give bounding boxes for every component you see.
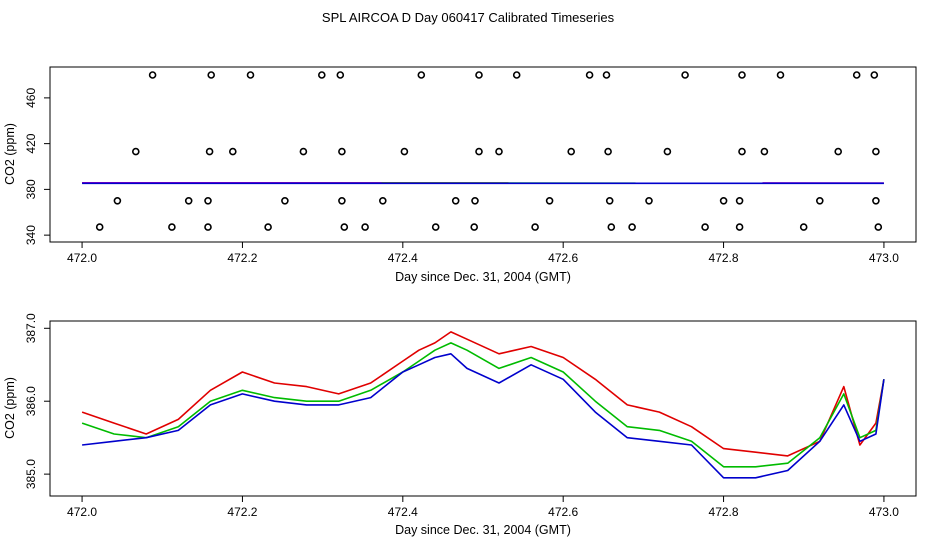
top-scatter-point bbox=[471, 197, 479, 205]
bottom-x-tick-label: 472.0 bbox=[67, 505, 97, 519]
top-scatter-point bbox=[776, 71, 785, 79]
top-scatter-point bbox=[585, 71, 594, 79]
top-panel: 472.0 472.2 472.4 472.6 472.8 473.0 340 380 420… bbox=[3, 66, 917, 284]
top-scatter-point bbox=[246, 71, 255, 79]
top-x-tick-label: 472.4 bbox=[388, 251, 418, 265]
top-scatter-point bbox=[205, 147, 214, 156]
bottom-series-lines bbox=[81, 331, 885, 479]
top-scatter-point bbox=[799, 223, 808, 231]
top-scatter-point bbox=[264, 223, 272, 231]
top-scatter-point bbox=[281, 197, 289, 205]
top-x-tick-label: 472.6 bbox=[548, 251, 578, 265]
top-scatter-point bbox=[475, 147, 483, 156]
top-scatter-point bbox=[719, 197, 728, 205]
bottom-x-tick-label: 472.4 bbox=[388, 505, 418, 519]
top-scatter-point bbox=[168, 223, 176, 231]
top-scatter-point bbox=[378, 197, 387, 205]
top-scatter-point bbox=[701, 223, 709, 231]
top-scatter-point bbox=[475, 71, 483, 79]
top-scatter-point bbox=[834, 147, 843, 156]
bottom-panel: 472.0 472.2 472.4 472.6 472.8 473.0 385.0 386.… bbox=[3, 313, 917, 537]
top-scatter-point bbox=[451, 197, 460, 205]
top-scatter-point bbox=[132, 147, 140, 156]
top-scatter-points bbox=[95, 71, 883, 231]
top-scatter-point bbox=[340, 223, 349, 231]
bottom-x-tick-label: 473.0 bbox=[869, 505, 899, 519]
top-x-axis: 472.0 472.2 472.4 472.6 472.8 473.0 bbox=[67, 241, 899, 265]
top-x-tick-label: 473.0 bbox=[869, 251, 899, 265]
top-scatter-point bbox=[317, 71, 326, 79]
top-scatter-point bbox=[607, 223, 616, 231]
bottom-series-blue bbox=[82, 352, 885, 479]
bottom-y-tick-label: 387.0 bbox=[24, 313, 38, 343]
top-scatter-point bbox=[336, 71, 345, 79]
top-scatter-point bbox=[338, 197, 346, 205]
top-scatter-point bbox=[207, 71, 215, 79]
bottom-x-tick-label: 472.8 bbox=[709, 505, 739, 519]
top-y-axis-label: CO2 (ppm) bbox=[3, 123, 17, 185]
top-scatter-point bbox=[604, 147, 612, 156]
top-scatter-point bbox=[663, 147, 672, 156]
top-y-tick-label: 420 bbox=[24, 133, 38, 153]
top-scatter-point bbox=[760, 147, 769, 156]
top-scatter-point bbox=[299, 147, 308, 156]
top-y-tick-label: 340 bbox=[24, 225, 38, 245]
bottom-y-axis: 385.0 386.0 387.0 bbox=[24, 313, 51, 489]
top-scatter-point bbox=[628, 223, 636, 231]
top-scatter-point bbox=[852, 71, 861, 79]
top-y-tick-label: 380 bbox=[24, 179, 38, 199]
top-scatter-point bbox=[872, 197, 880, 205]
top-x-tick-label: 472.0 bbox=[67, 251, 97, 265]
top-scatter-point bbox=[204, 223, 212, 231]
top-scatter-point bbox=[495, 147, 503, 156]
top-scatter-point bbox=[567, 147, 576, 156]
bottom-series-red bbox=[81, 331, 885, 457]
top-x-axis-label: Day since Dec. 31, 2004 (GMT) bbox=[395, 270, 571, 284]
top-scatter-point bbox=[184, 197, 193, 205]
top-scatter-point bbox=[470, 223, 479, 231]
top-scatter-point bbox=[815, 197, 824, 205]
top-scatter-point bbox=[545, 197, 554, 205]
bottom-x-tick-label: 472.6 bbox=[548, 505, 578, 519]
top-y-tick-label: 460 bbox=[24, 88, 38, 108]
top-scatter-point bbox=[738, 147, 746, 156]
bottom-x-axis-label: Day since Dec. 31, 2004 (GMT) bbox=[395, 523, 571, 537]
top-scatter-point bbox=[417, 71, 426, 79]
top-scatter-point bbox=[870, 71, 879, 79]
bottom-x-axis: 472.0 472.2 472.4 472.6 472.8 473.0 bbox=[67, 495, 899, 519]
top-scatter-point bbox=[735, 223, 744, 231]
bottom-series-green bbox=[81, 342, 885, 468]
top-scatter-point bbox=[602, 71, 611, 79]
top-scatter-point bbox=[431, 223, 440, 231]
top-scatter-point bbox=[872, 147, 880, 156]
top-scatter-point bbox=[204, 197, 212, 205]
top-scatter-point bbox=[229, 147, 237, 156]
top-scatter-point bbox=[361, 223, 369, 231]
top-scatter-point bbox=[681, 71, 689, 79]
top-scatter-point bbox=[738, 71, 746, 79]
top-x-tick-label: 472.8 bbox=[709, 251, 739, 265]
bottom-x-tick-label: 472.2 bbox=[227, 505, 257, 519]
top-plot-frame bbox=[49, 66, 917, 243]
top-scatter-point bbox=[645, 197, 653, 205]
top-scatter-point bbox=[95, 223, 104, 231]
top-x-tick-label: 472.2 bbox=[227, 251, 257, 265]
top-scatter-point bbox=[874, 223, 883, 231]
top-scatter-point bbox=[531, 223, 539, 231]
top-scatter-point bbox=[338, 147, 346, 156]
chart-title: SPL AIRCOA D Day 060417 Calibrated Times… bbox=[322, 10, 615, 25]
top-scatter-point bbox=[735, 197, 744, 205]
top-scatter-point bbox=[148, 71, 157, 79]
top-scatter-point bbox=[512, 71, 521, 79]
bottom-y-tick-label: 386.0 bbox=[24, 386, 38, 416]
bottom-y-tick-label: 385.0 bbox=[24, 459, 38, 489]
top-y-axis: 340 380 420 460 bbox=[24, 88, 51, 245]
top-scatter-point bbox=[113, 197, 122, 205]
top-scatter-point bbox=[400, 147, 409, 156]
bottom-y-axis-label: CO2 (ppm) bbox=[3, 377, 17, 439]
top-scatter-point bbox=[605, 197, 614, 205]
top-series-lines bbox=[82, 182, 884, 185]
